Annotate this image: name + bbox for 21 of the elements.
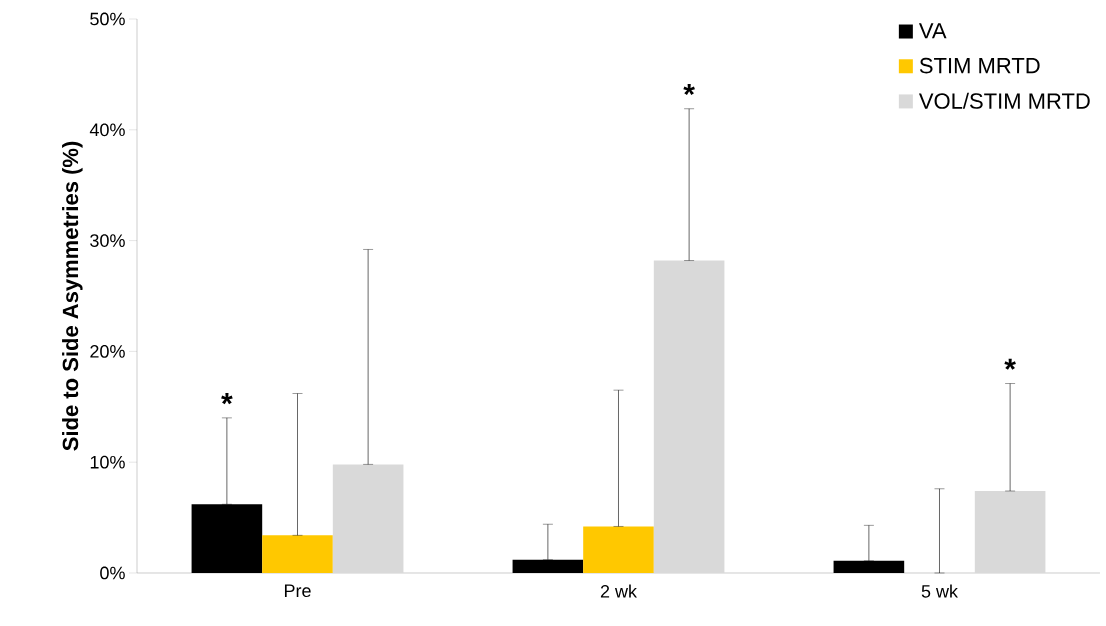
legend-label: VOL/STIM MRTD bbox=[918, 92, 1090, 109]
annotation: * bbox=[221, 393, 233, 405]
bar bbox=[583, 526, 654, 573]
bar bbox=[262, 535, 333, 573]
y-tick-label: 30% bbox=[90, 234, 125, 247]
y-axis-title: Side to Side Asymmetries (%) bbox=[62, 141, 83, 451]
annotation: * bbox=[683, 83, 695, 96]
y-tick-label: 20% bbox=[90, 345, 125, 358]
bar bbox=[332, 464, 404, 573]
annotation: * bbox=[1004, 358, 1016, 370]
x-tick-label: Pre bbox=[284, 584, 311, 598]
y-tick-label: 40% bbox=[89, 123, 125, 137]
bar bbox=[974, 491, 1046, 573]
legend-label: STIM MRTD bbox=[919, 57, 1040, 74]
x-tick-label: 2 wk bbox=[600, 584, 638, 598]
bar bbox=[653, 260, 725, 573]
x-tick-label: 5 wk bbox=[921, 584, 959, 598]
y-tick-label: 50% bbox=[90, 12, 125, 26]
y-tick-label: 0% bbox=[100, 566, 125, 580]
legend-label: VA bbox=[918, 23, 947, 39]
y-tick-label: 10% bbox=[90, 455, 125, 469]
